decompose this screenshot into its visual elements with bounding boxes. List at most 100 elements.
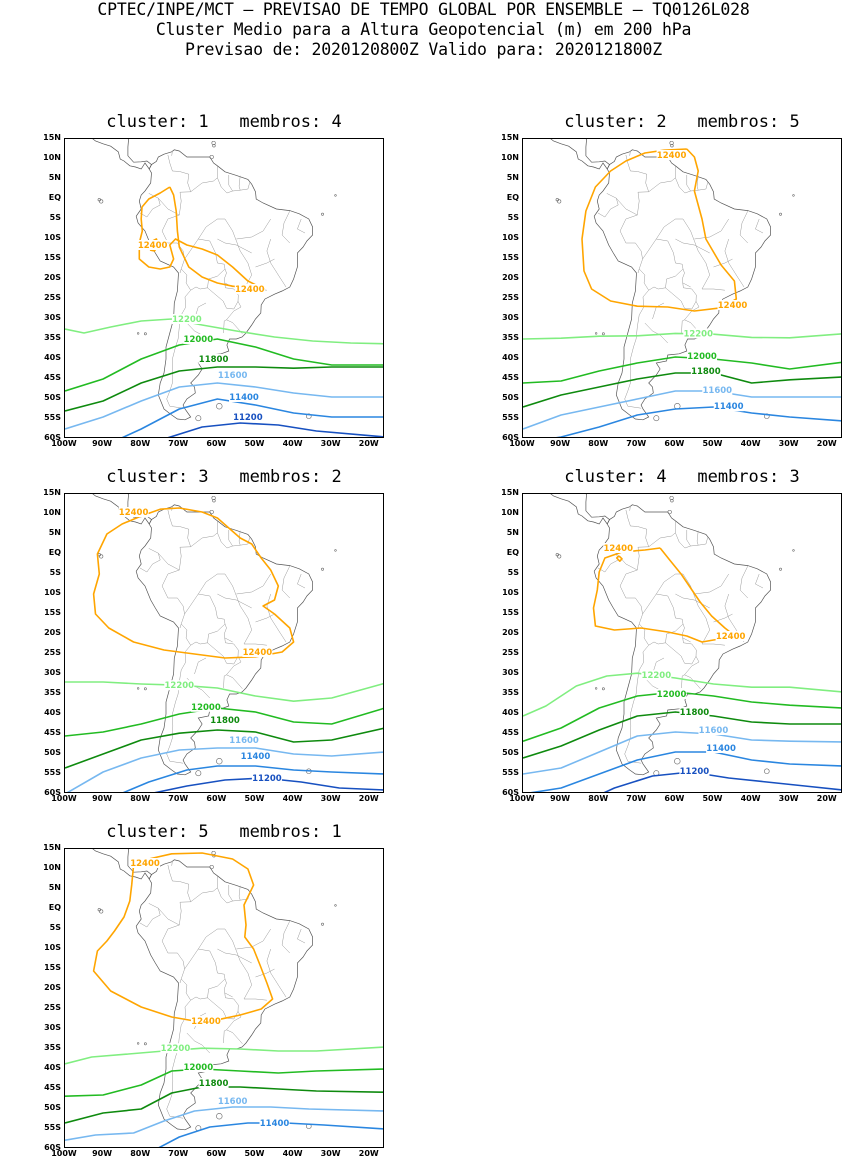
contour-11600 xyxy=(523,390,841,430)
lat-tick-label: 30S xyxy=(502,668,519,677)
country-border xyxy=(755,218,764,234)
contour-label-bg xyxy=(130,858,160,868)
lon-tick-label: 50W xyxy=(244,1149,265,1158)
country-border xyxy=(207,287,239,310)
contour-label-bg xyxy=(198,1078,229,1088)
lon-tick-label: 90W xyxy=(92,439,113,448)
south-america-coastline xyxy=(135,859,313,1131)
contour-label-bg xyxy=(210,715,240,725)
country-border xyxy=(236,928,271,950)
contour-12000 xyxy=(523,356,841,384)
country-border xyxy=(281,210,291,244)
central-america-coastline xyxy=(92,139,152,170)
island xyxy=(334,194,337,197)
contour-label-11200: 11200 xyxy=(233,413,263,423)
country-border xyxy=(675,177,709,194)
lon-tick-label: 90W xyxy=(550,439,571,448)
lon-tick-label: 80W xyxy=(130,1149,151,1158)
country-border xyxy=(166,268,192,409)
lat-tick-label: 40S xyxy=(44,708,61,717)
contour-label-12000: 12000 xyxy=(184,1063,214,1073)
lat-tick-label: 10N xyxy=(43,508,61,517)
contour-label-11600: 11600 xyxy=(218,1097,248,1107)
island xyxy=(321,922,324,926)
country-border xyxy=(190,268,226,291)
panel-title: cluster: 1 membros: 4 xyxy=(106,112,342,132)
island xyxy=(670,144,674,148)
contour-label-11400: 11400 xyxy=(229,393,259,403)
country-border xyxy=(238,175,241,191)
lat-tick-label: 35S xyxy=(44,1043,61,1052)
contour-label-bg xyxy=(183,1062,214,1072)
country-border xyxy=(755,573,764,589)
contour-label-bg xyxy=(118,507,149,517)
island xyxy=(779,212,782,216)
country-border xyxy=(619,509,650,629)
country-border xyxy=(694,218,729,240)
contour-12400 xyxy=(92,852,274,1022)
country-border xyxy=(161,154,192,274)
lat-tick-label: 20S xyxy=(502,628,519,637)
contour-11600 xyxy=(66,747,383,792)
lon-tick-label: 70W xyxy=(168,439,189,448)
contour-label-bg xyxy=(603,543,634,553)
lat-tick-label: 60S xyxy=(502,433,519,442)
country-border xyxy=(696,530,699,546)
lat-tick-label: 50S xyxy=(502,393,519,402)
central-america-coastline xyxy=(550,139,610,170)
lat-tick-label: 10N xyxy=(501,508,519,517)
country-border xyxy=(224,637,233,643)
contour-label-12200: 12200 xyxy=(172,315,202,325)
country-border xyxy=(281,920,291,954)
island xyxy=(555,553,559,557)
lon-tick-label: 30W xyxy=(320,1149,341,1158)
contour-label-11400: 11400 xyxy=(260,1119,290,1129)
contour-11800 xyxy=(523,372,841,408)
country-border xyxy=(297,573,306,589)
country-border xyxy=(190,623,226,646)
country-border xyxy=(597,193,619,218)
contour-label-bg xyxy=(679,707,710,717)
contour-11400 xyxy=(530,751,841,792)
country-border xyxy=(184,593,243,689)
country-border xyxy=(696,175,699,191)
contour-label-11800: 11800 xyxy=(680,708,710,718)
island xyxy=(667,509,672,515)
country-border xyxy=(224,928,252,1000)
lat-tick-label: 10S xyxy=(502,588,519,597)
contour-label-bg xyxy=(715,631,746,641)
lat-tick-label: 55S xyxy=(44,413,61,422)
island xyxy=(195,770,202,777)
contour-label-bg xyxy=(683,328,714,339)
country-border xyxy=(190,875,218,902)
contour-11600 xyxy=(65,382,383,430)
lat-tick-label: 25S xyxy=(44,293,61,302)
country-border xyxy=(266,948,287,998)
lon-tick-label: 60W xyxy=(206,439,227,448)
lat-tick-label: EQ xyxy=(48,903,61,912)
island xyxy=(209,509,214,515)
lat-tick-label: 10N xyxy=(43,153,61,162)
country-border xyxy=(139,903,161,928)
island xyxy=(136,1042,140,1045)
contour-11200 xyxy=(154,777,383,792)
country-border xyxy=(629,505,631,511)
lat-tick-label: 60S xyxy=(44,788,61,797)
lat-tick-label: 50S xyxy=(502,748,519,757)
lon-tick-label: 70W xyxy=(168,794,189,803)
header-line-3: Previsao de: 2020120800Z Valido para: 20… xyxy=(185,40,662,59)
country-border xyxy=(619,154,650,274)
country-border xyxy=(739,565,749,599)
contour-11800 xyxy=(523,711,841,759)
island xyxy=(216,758,223,765)
south-america-coastline xyxy=(135,504,313,776)
country-border xyxy=(642,238,701,334)
contour-11400 xyxy=(122,765,383,792)
country-border xyxy=(190,520,218,547)
lon-tick-label: 30W xyxy=(320,439,341,448)
lat-tick-label: 15N xyxy=(501,488,519,497)
island xyxy=(594,687,598,690)
lat-tick-label: 5S xyxy=(49,568,61,577)
lat-tick-label: 50S xyxy=(44,748,61,757)
country-border xyxy=(682,218,710,290)
